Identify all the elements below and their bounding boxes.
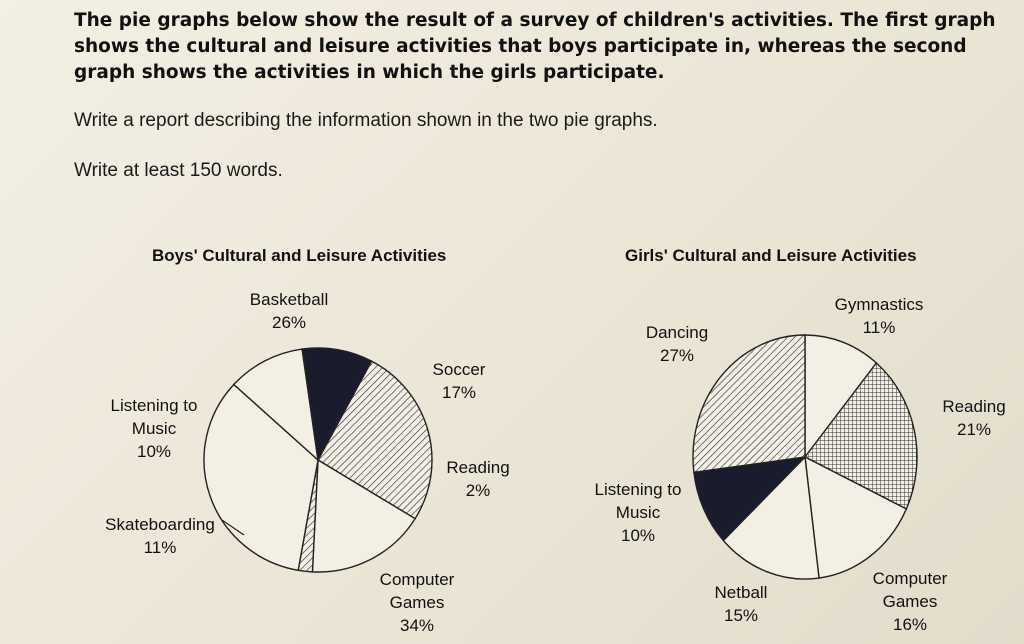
category-label: Reading bbox=[942, 397, 1005, 416]
category-label: Reading bbox=[446, 458, 509, 477]
girls-pie bbox=[692, 334, 918, 580]
word-count-requirement: Write at least 150 words. bbox=[74, 160, 283, 181]
girls-chart-title: Girls' Cultural and Leisure Activities bbox=[625, 246, 917, 265]
percent-label: 34% bbox=[400, 616, 434, 635]
percent-label: 27% bbox=[660, 346, 694, 365]
girls-slice-dancing bbox=[692, 334, 806, 474]
category-label: Skateboarding bbox=[105, 515, 215, 534]
category-label: Netball bbox=[715, 583, 768, 602]
category-label: Music bbox=[616, 503, 661, 522]
boys-slice-basketball bbox=[317, 360, 433, 520]
percent-label: 11% bbox=[863, 318, 896, 337]
boys-label-listening-to-music: Listening to Music 10% bbox=[111, 396, 198, 461]
percent-label: 10% bbox=[137, 442, 171, 461]
boys-slice-skateboarding bbox=[232, 348, 319, 462]
category-label: Music bbox=[132, 419, 177, 438]
percent-label: 11% bbox=[144, 538, 177, 557]
boys-slice-computer-games bbox=[203, 383, 319, 572]
boys-label-reading: Reading 2% bbox=[446, 458, 509, 500]
category-label: Games bbox=[883, 592, 938, 611]
category-label: Basketball bbox=[250, 290, 328, 309]
girls-label-listening-to-music: Listening to Music 10% bbox=[595, 480, 682, 545]
boys-label-soccer: Soccer 17% bbox=[433, 360, 486, 402]
boys-slice-listening-to-music bbox=[301, 347, 373, 463]
category-label: Listening to bbox=[111, 396, 198, 415]
girls-label-dancing: Dancing 27% bbox=[646, 323, 708, 365]
boys-label-basketball: Basketball 26% bbox=[250, 290, 328, 332]
category-label: Listening to bbox=[595, 480, 682, 499]
percent-label: 2% bbox=[466, 481, 491, 500]
percent-label: 26% bbox=[272, 313, 306, 332]
percent-label: 17% bbox=[442, 383, 476, 402]
percent-label: 21% bbox=[957, 420, 991, 439]
category-label: Dancing bbox=[646, 323, 708, 342]
girls-label-computer-games: Computer Games 16% bbox=[873, 569, 948, 634]
category-label: Gymnastics bbox=[835, 295, 924, 314]
percent-label: 10% bbox=[621, 526, 655, 545]
category-label: Soccer bbox=[433, 360, 486, 379]
task-prompt: The pie graphs below show the result of … bbox=[74, 10, 996, 83]
skateboarding-leader-line bbox=[221, 519, 245, 536]
category-label: Computer bbox=[873, 569, 948, 588]
percent-label: 15% bbox=[724, 606, 758, 625]
boys-label-computer-games: Computer Games 34% bbox=[380, 570, 455, 635]
girls-label-reading: Reading 21% bbox=[942, 397, 1005, 439]
boys-label-skateboarding: Skateboarding 11% bbox=[105, 515, 215, 557]
girls-slice-gymnastics bbox=[804, 334, 878, 460]
girls-label-netball: Netball 15% bbox=[715, 583, 768, 625]
pie-labels: Basketball 26% Soccer 17% Reading 2% Computer G… bbox=[105, 290, 1005, 635]
boys-slice-soccer bbox=[311, 458, 417, 573]
girls-slice-netball bbox=[722, 455, 820, 580]
task-instruction: Write a report describing the informatio… bbox=[74, 110, 658, 131]
girls-slice-reading bbox=[803, 361, 918, 510]
category-label: Computer bbox=[380, 570, 455, 589]
boys-chart-title: Boys' Cultural and Leisure Activities bbox=[152, 246, 447, 265]
girls-slice-listening-to-music bbox=[693, 456, 807, 542]
girls-label-gymnastics: Gymnastics 11% bbox=[835, 295, 924, 337]
boys-pie bbox=[203, 347, 433, 573]
girls-slice-computer-games bbox=[804, 455, 908, 579]
percent-label: 16% bbox=[893, 615, 927, 634]
category-label: Games bbox=[390, 593, 445, 612]
